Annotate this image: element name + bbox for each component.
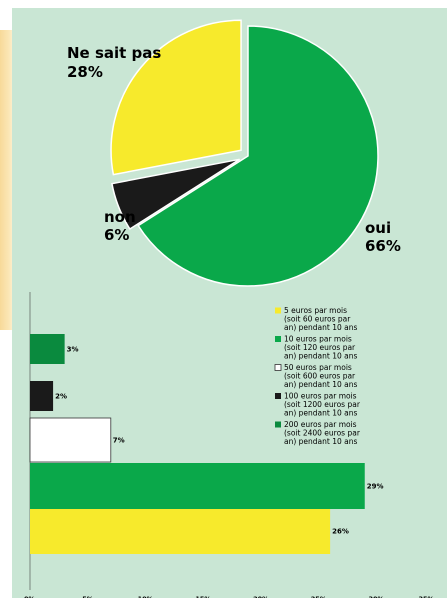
- legend-entry-2-line-3: an) pendant 10 ans: [284, 352, 357, 361]
- legend-swatch-1: [275, 307, 281, 314]
- legend-entry-5-line-2: (soit 2400 euros par: [284, 429, 361, 438]
- bar-3: [29, 417, 112, 463]
- pie-slice-non: [111, 158, 241, 231]
- bar-value-label-3: 7%: [113, 437, 125, 445]
- bar-value-label-4: 2%: [55, 393, 67, 401]
- legend-entry-3-line-2: (soit 600 euros par: [284, 372, 356, 381]
- x-tick-label-0: 0%: [24, 595, 36, 598]
- legend-entry-5-line-3: an) pendant 10 ans: [284, 437, 357, 446]
- x-tick-label-2: 10%: [138, 595, 154, 598]
- pie-slice-oui: [137, 25, 379, 287]
- pie-label-ne-sait-pas: Ne sait pas: [67, 44, 161, 62]
- legend-entry-1-line-3: an) pendant 10 ans: [284, 323, 357, 332]
- bar-2: [30, 463, 365, 509]
- legend-entry-2-line-1: 10 euros par mois: [284, 335, 352, 344]
- legend-swatch-3: [274, 364, 282, 371]
- legend-entry-4-line-3: an) pendant 10 ans: [284, 409, 357, 418]
- pie-label-non: non: [104, 208, 136, 226]
- legend-entry-4-line-2: (soit 1200 euros par: [284, 400, 361, 409]
- legend-swatch-4: [275, 393, 281, 399]
- bar-value-label-1: 26%: [332, 528, 349, 536]
- pie-label-oui: oui: [365, 219, 391, 237]
- pie-value-oui: 66%: [365, 237, 401, 255]
- bar-value-label-2: 29%: [367, 483, 384, 491]
- legend-entry-3-line-3: an) pendant 10 ans: [284, 380, 357, 389]
- pie-value-ne-sait-pas: 28%: [67, 63, 103, 81]
- pie-slice-ne-sait-pas: [110, 19, 242, 176]
- legend-swatch-5: [275, 421, 281, 428]
- bar-value-label-5: 3%: [67, 346, 79, 354]
- bar-4: [30, 381, 54, 411]
- legend-swatch-2: [275, 336, 281, 342]
- legend-entry-3-line-1: 50 euros par mois: [284, 363, 352, 372]
- bar-chart: 26% 29% 7% 2% 3% 0% 5% 10% 15% 20% 25% 30% 35% 5 euro…: [24, 292, 434, 598]
- legend-entry-4-line-1: 100 euros par mois: [284, 392, 357, 401]
- legend-entry-1-line-2: (soit 60 euros par: [284, 315, 351, 324]
- x-tick-label-1: 5%: [82, 595, 94, 598]
- pie-value-non: 6%: [104, 226, 129, 244]
- x-tick-label-3: 15%: [195, 595, 211, 598]
- bar-1: [30, 508, 331, 554]
- legend-entry-2-line-2: (soit 120 euros par: [284, 343, 356, 352]
- x-tick-label-7: 35%: [418, 595, 434, 598]
- legend-entry-5-line-1: 200 euros par mois: [284, 420, 357, 429]
- x-tick-label-4: 20%: [253, 595, 269, 598]
- legend-entry-1-line-1: 5 euros par mois: [284, 306, 347, 315]
- bar-5: [30, 334, 65, 364]
- x-tick-label-6: 30%: [369, 595, 385, 598]
- x-tick-label-5: 25%: [311, 595, 327, 598]
